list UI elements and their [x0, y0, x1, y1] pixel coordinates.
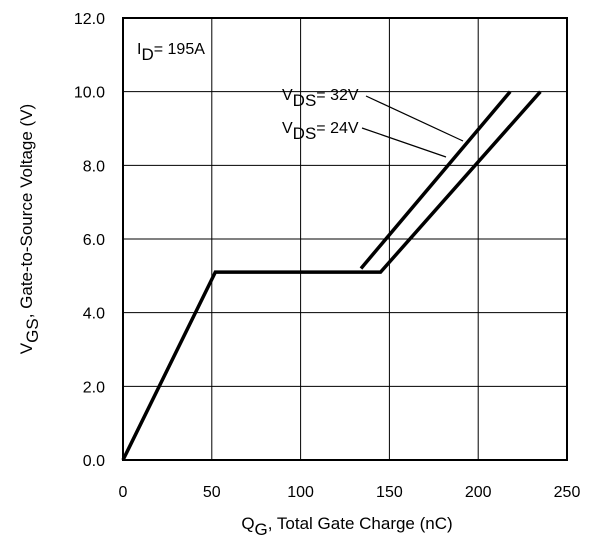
- grid-lines: [123, 18, 567, 460]
- vds32-annotation: VDS= 32V: [282, 87, 359, 110]
- vds32-leader-line: [365, 95, 464, 142]
- y-tick-label: 10.0: [74, 85, 105, 102]
- x-tick-label: 0: [119, 484, 128, 501]
- y-tick-label: 2.0: [83, 379, 105, 396]
- x-tick-label: 100: [287, 484, 314, 501]
- vds32-sub: DS: [293, 91, 317, 110]
- vds24-value: = 24V: [316, 120, 359, 137]
- x-axis-symbol: Q: [241, 514, 254, 533]
- vds32-symbol: V: [282, 87, 293, 104]
- x-tick-label: 150: [376, 484, 403, 501]
- x-tick-label: 50: [203, 484, 221, 501]
- id-sub: D: [141, 45, 153, 64]
- x-axis-sub: G: [255, 520, 268, 539]
- vds24-sub: DS: [293, 124, 317, 143]
- x-axis-text: , Total Gate Charge (nC): [268, 514, 453, 533]
- y-tick-label: 12.0: [74, 11, 105, 28]
- y-axis-title: VGS, Gate-to-Source Voltage (V): [17, 104, 42, 354]
- id-value: = 195A: [154, 41, 205, 58]
- vds32-value: = 32V: [316, 87, 359, 104]
- y-tick-label: 8.0: [83, 158, 105, 175]
- id-symbol: I: [137, 41, 141, 58]
- x-axis-title: QG, Total Gate Charge (nC): [241, 514, 452, 539]
- vds24-annotation: VDS= 24V: [282, 120, 359, 143]
- id-annotation: ID= 195A: [137, 41, 205, 64]
- y-tick-label: 6.0: [83, 232, 105, 249]
- y-axis-text: , Gate-to-Source Voltage (V): [17, 104, 36, 319]
- series-group: [121, 90, 542, 461]
- vds24-symbol: V: [282, 120, 293, 137]
- series-line-1: [359, 90, 512, 270]
- x-tick-labels: 0 50 100 150 200 250: [119, 484, 581, 501]
- x-tick-label: 250: [554, 484, 581, 501]
- y-axis-sub: GS: [23, 318, 42, 343]
- y-tick-labels: 0.0 2.0 4.0 6.0 8.0 10.0 12.0: [74, 11, 105, 470]
- y-tick-label: 4.0: [83, 306, 105, 323]
- x-tick-label: 200: [465, 484, 492, 501]
- series-line-2: [121, 90, 542, 461]
- y-axis-symbol: V: [17, 342, 36, 354]
- vds24-leader-line: [361, 127, 447, 158]
- y-tick-label: 0.0: [83, 453, 105, 470]
- plot-frame: [122, 17, 568, 461]
